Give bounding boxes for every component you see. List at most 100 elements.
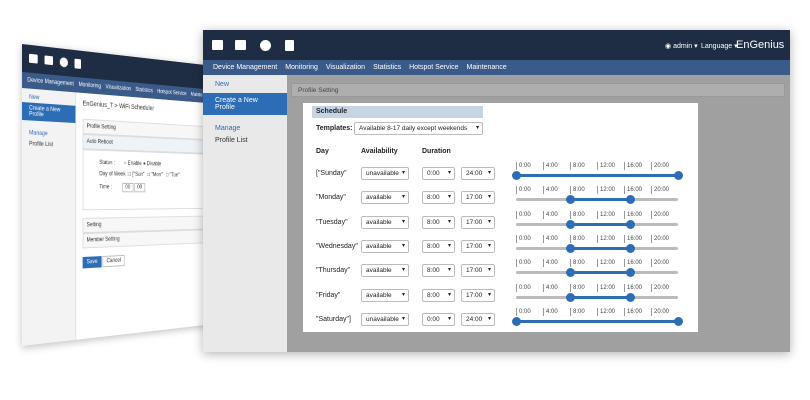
availability-select[interactable]: unavailable	[361, 312, 409, 326]
label: admin	[673, 43, 693, 50]
slider-tick: 12:00	[597, 186, 615, 195]
end-select[interactable]: 24:00	[461, 167, 495, 180]
side-list[interactable]: Profile List	[215, 137, 248, 144]
check[interactable]: □ "Mon"	[147, 172, 163, 179]
slider-tick: 8:00	[570, 259, 585, 268]
slider-handle[interactable]	[565, 268, 575, 278]
check[interactable]: □ ["Sun"	[128, 172, 145, 178]
slider-handle[interactable]	[626, 195, 636, 205]
nav-item[interactable]: Maintenance	[466, 64, 507, 71]
slider-range	[570, 198, 631, 202]
side-create[interactable]: Create a New Profile	[203, 93, 287, 115]
radio[interactable]: ● Disable	[143, 161, 162, 168]
slider-handle[interactable]	[626, 292, 636, 302]
slider-range	[570, 222, 631, 226]
start-select[interactable]: 8:00	[422, 191, 455, 205]
nav-item[interactable]: Monitoring	[78, 82, 101, 90]
label: Status :	[99, 160, 116, 167]
availability-select[interactable]: available	[361, 288, 409, 302]
end-select[interactable]: 17:00	[461, 191, 495, 205]
slider-handle[interactable]	[565, 195, 575, 205]
label: Templates:	[316, 125, 353, 132]
slider-range	[570, 295, 631, 299]
day-label: "Thursday"	[316, 267, 351, 275]
end-select[interactable]: 24:00	[461, 312, 495, 326]
start-select[interactable]: 0:00	[422, 312, 455, 326]
start-select[interactable]: 8:00	[422, 215, 455, 229]
slider-range	[516, 319, 678, 323]
nav-item[interactable]: Statistics	[373, 64, 402, 71]
slider-tick: 16:00	[624, 307, 642, 316]
availability-select[interactable]: available	[361, 215, 409, 229]
availability-select[interactable]: available	[361, 191, 409, 205]
nav-item[interactable]: Mainte	[190, 92, 203, 99]
brand: EnGenius	[736, 39, 785, 51]
side-manage: Manage	[215, 125, 241, 132]
start-select[interactable]: 8:00	[422, 264, 455, 278]
cancel-button[interactable]: Cancel	[102, 254, 125, 268]
start-select[interactable]: 0:00	[422, 167, 455, 180]
nav-item[interactable]: Monitoring	[285, 64, 318, 71]
slider-handle[interactable]	[626, 219, 636, 229]
slider-tick: 20:00	[651, 234, 669, 243]
slider-range	[570, 246, 631, 250]
slider-handle[interactable]	[626, 243, 636, 253]
slider-tick: 4:00	[543, 186, 558, 195]
save-button[interactable]: Save	[82, 256, 102, 269]
slider-tick: 8:00	[570, 162, 585, 170]
slider-tick: 8:00	[570, 210, 585, 219]
label: Day of Week :	[99, 171, 129, 178]
availability-select[interactable]: available	[361, 239, 409, 253]
day-label: "Monday"	[316, 194, 346, 202]
label: "Tue"	[169, 172, 180, 179]
slider-tick: 12:00	[597, 210, 615, 219]
language[interactable]: Language ▾	[701, 43, 738, 50]
user[interactable]: ◉ admin ▾	[665, 43, 698, 50]
slider-tick: 4:00	[543, 283, 558, 292]
slider-handle[interactable]	[673, 316, 683, 326]
column-header: Availability	[361, 148, 398, 155]
label: Enable	[127, 160, 142, 167]
slider-handle[interactable]	[626, 268, 636, 278]
slider-range	[570, 271, 631, 275]
slider-tick: 16:00	[624, 162, 642, 170]
slider-handle[interactable]	[565, 243, 575, 253]
input[interactable]: 00	[134, 183, 146, 193]
nav-item[interactable]: Hotspot Service	[409, 64, 459, 71]
slider-tick: 20:00	[651, 307, 669, 316]
label: Language	[701, 43, 733, 50]
input[interactable]: 00	[122, 182, 134, 193]
slider-handle[interactable]	[565, 219, 575, 229]
end-select[interactable]: 17:00	[461, 288, 495, 302]
nav-item[interactable]: Visualization	[105, 84, 132, 93]
slider-tick: 8:00	[570, 307, 585, 316]
slider-tick: 16:00	[624, 186, 642, 195]
radio[interactable]: ○ Enable	[123, 160, 142, 167]
label: Time :	[99, 184, 113, 191]
slider-handle[interactable]	[511, 171, 521, 180]
slider-handle[interactable]	[673, 171, 683, 180]
start-select[interactable]: 8:00	[422, 288, 455, 302]
slider-handle[interactable]	[511, 316, 521, 326]
end-select[interactable]: 17:00	[461, 239, 495, 253]
nav-item[interactable]: Hotspot Service	[157, 89, 187, 97]
slider-tick: 0:00	[516, 283, 531, 292]
front-window: ◉ admin ▾ Language ▾ EnGenius Device Man…	[203, 30, 790, 352]
availability-select[interactable]: unavailable	[361, 167, 409, 180]
start-select[interactable]: 8:00	[422, 239, 455, 253]
end-select[interactable]: 17:00	[461, 264, 495, 278]
nav-item[interactable]: Device Management	[27, 77, 74, 88]
slider-handle[interactable]	[565, 292, 575, 302]
slider-tick: 20:00	[651, 283, 669, 292]
nav-item[interactable]: Visualization	[325, 64, 366, 71]
check[interactable]: □ "Tue"	[165, 172, 180, 179]
nav-item[interactable]: Statistics	[135, 87, 153, 95]
slider-tick: 8:00	[570, 234, 585, 243]
schedule-modal: Schedule Templates: Available 8-17 daily…	[303, 103, 698, 332]
template-select[interactable]: Available 8-17 daily except weekends	[354, 122, 483, 135]
header: ◉ admin ▾ Language ▾ EnGenius	[203, 30, 790, 60]
availability-select[interactable]: available	[361, 264, 409, 278]
end-select[interactable]: 17:00	[461, 215, 495, 229]
nav-item[interactable]: Device Management	[213, 64, 278, 71]
side-list[interactable]: Profile List	[29, 141, 54, 149]
